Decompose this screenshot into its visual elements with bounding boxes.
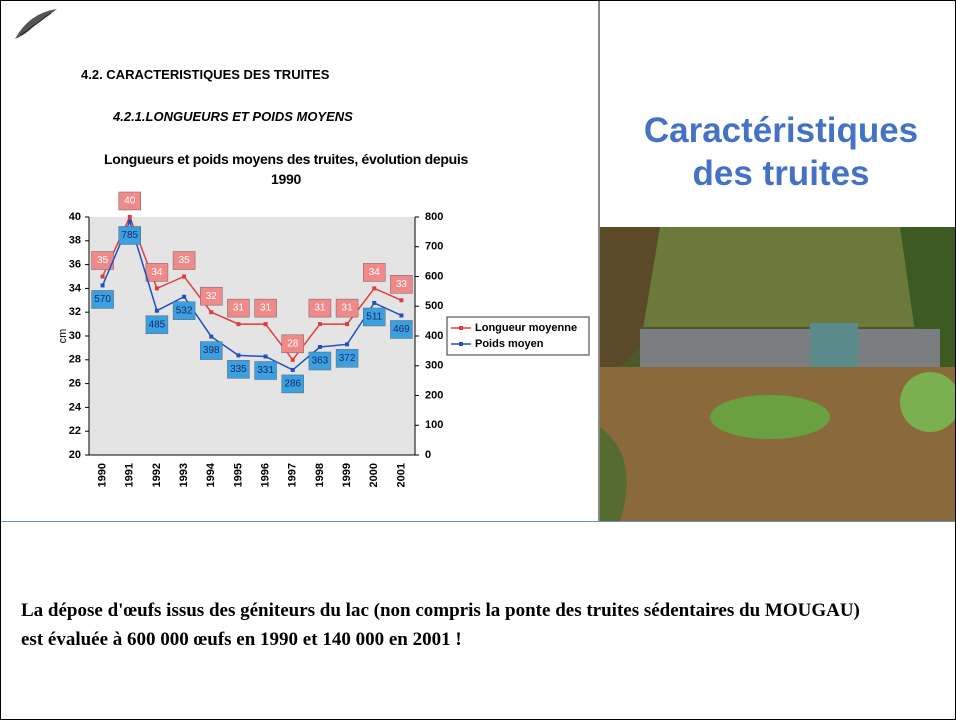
subsection-heading: 4.2.1.LONGUEURS ET POIDS MOYENS — [113, 109, 353, 124]
y2-tick-label: 0 — [425, 449, 431, 461]
legend-marker — [459, 342, 463, 346]
point-marker — [182, 295, 186, 299]
data-label: 469 — [393, 324, 410, 335]
y-tick-label: 32 — [69, 306, 81, 318]
data-label: 31 — [233, 303, 245, 314]
body-text: La dépose d'œufs issus des géniteurs du … — [21, 596, 881, 654]
y-tick-label: 38 — [69, 235, 81, 247]
x-tick-label: 1995 — [232, 463, 244, 487]
y2-tick-label: 600 — [425, 270, 443, 282]
y-axis-label: cm — [57, 329, 69, 344]
point-marker — [182, 275, 186, 279]
data-label: 398 — [203, 345, 220, 356]
data-label: 34 — [369, 267, 381, 278]
y-tick-label: 22 — [69, 425, 81, 437]
x-tick-label: 1992 — [151, 463, 163, 487]
point-marker — [155, 286, 159, 290]
point-marker — [318, 322, 322, 326]
point-marker — [291, 368, 295, 372]
point-marker — [318, 345, 322, 349]
y2-tick-label: 700 — [425, 241, 443, 253]
y-tick-label: 36 — [69, 259, 81, 271]
data-label: 485 — [149, 319, 166, 330]
x-tick-label: 1998 — [314, 463, 326, 487]
data-label: 331 — [257, 365, 274, 376]
logo — [11, 5, 61, 45]
data-label: 28 — [287, 338, 299, 349]
y2-tick-label: 200 — [425, 389, 443, 401]
x-tick-label: 1996 — [259, 463, 271, 487]
point-marker — [209, 310, 213, 314]
point-marker — [264, 355, 268, 359]
slide-title: Caractéristiques des truites — [611, 109, 951, 195]
chart: 2022242628303234363840010020030040050060… — [1, 191, 598, 521]
point-marker — [372, 286, 376, 290]
data-label: 35 — [97, 255, 109, 266]
data-label: 335 — [230, 364, 247, 375]
point-marker — [101, 283, 105, 287]
point-marker — [236, 353, 240, 357]
data-label: 40 — [124, 196, 136, 207]
point-marker — [155, 309, 159, 313]
y-tick-label: 26 — [69, 378, 81, 390]
point-marker — [372, 301, 376, 305]
point-marker — [345, 322, 349, 326]
data-label: 372 — [339, 353, 356, 364]
y2-tick-label: 400 — [425, 330, 443, 342]
y-tick-label: 28 — [69, 354, 81, 366]
data-label: 511 — [366, 312, 382, 323]
point-marker — [399, 313, 403, 317]
y-tick-label: 34 — [69, 282, 82, 294]
point-marker — [101, 275, 105, 279]
data-label: 31 — [260, 303, 272, 314]
point-marker — [236, 322, 240, 326]
point-marker — [345, 342, 349, 346]
point-marker — [399, 298, 403, 302]
data-label: 35 — [179, 255, 191, 266]
x-tick-label: 1997 — [287, 463, 299, 487]
data-label: 31 — [342, 303, 354, 314]
point-marker — [291, 358, 295, 362]
point-marker — [264, 322, 268, 326]
y2-tick-label: 800 — [425, 211, 443, 223]
x-tick-label: 1991 — [124, 463, 136, 487]
y-tick-label: 40 — [69, 211, 81, 223]
data-label: 31 — [314, 303, 326, 314]
point-marker — [128, 215, 132, 219]
x-tick-label: 2001 — [395, 463, 407, 487]
x-tick-label: 1994 — [205, 462, 217, 487]
y2-tick-label: 500 — [425, 300, 443, 312]
x-tick-label: 1993 — [178, 463, 190, 487]
legend-marker — [459, 326, 463, 330]
data-label: 785 — [121, 230, 138, 241]
y-tick-label: 20 — [69, 449, 81, 461]
point-marker — [128, 219, 132, 223]
photo — [600, 227, 956, 521]
data-label: 33 — [396, 279, 408, 290]
y-tick-label: 30 — [69, 330, 81, 342]
data-label: 32 — [206, 291, 218, 302]
legend-label: Longueur moyenne — [475, 322, 577, 334]
x-tick-label: 2000 — [368, 463, 380, 487]
plot-area — [89, 217, 415, 455]
y2-tick-label: 300 — [425, 360, 443, 372]
data-label: 570 — [94, 294, 111, 305]
x-tick-label: 1990 — [96, 463, 108, 487]
y-tick-label: 24 — [69, 401, 82, 413]
data-label: 34 — [151, 267, 163, 278]
point-marker — [209, 335, 213, 339]
data-label: 532 — [176, 305, 193, 316]
separator — [1, 521, 956, 522]
data-label: 363 — [312, 356, 329, 367]
data-label: 286 — [284, 379, 301, 390]
chart-title: Longueurs et poids moyens des truites, é… — [101, 149, 471, 189]
legend-label: Poids moyen — [475, 338, 544, 350]
x-tick-label: 1999 — [341, 463, 353, 487]
slide: 4.2. CARACTERISTIQUES DES TRUITES 4.2.1.… — [0, 0, 956, 720]
y2-tick-label: 100 — [425, 419, 443, 431]
section-heading: 4.2. CARACTERISTIQUES DES TRUITES — [81, 67, 329, 82]
